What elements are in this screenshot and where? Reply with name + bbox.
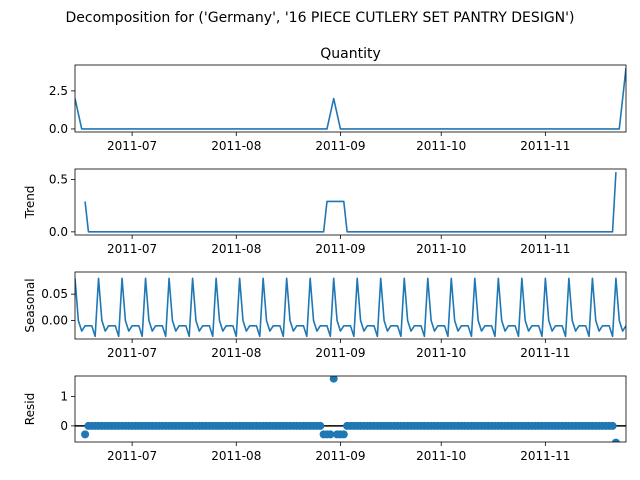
x-tick-label: 2011-07 [107, 139, 157, 153]
y-tick-label: 0.00 [41, 314, 68, 328]
resid-point [329, 376, 338, 383]
x-tick-label: 2011-09 [315, 346, 365, 360]
y-tick-label: 0.05 [41, 287, 68, 301]
y-axis-label: Resid [23, 393, 37, 425]
x-tick-label: 2011-11 [520, 242, 570, 256]
y-tick-label: 1 [60, 390, 68, 404]
x-tick-label: 2011-11 [520, 449, 570, 463]
y-tick-label: 0 [60, 419, 68, 433]
resid-point [608, 421, 617, 430]
x-tick-label: 2011-07 [107, 449, 157, 463]
series-line [84, 172, 617, 233]
y-axis-label: Trend [23, 186, 37, 220]
x-tick-label: 2011-08 [211, 449, 261, 463]
x-tick-label: 2011-08 [211, 346, 261, 360]
x-tick-label: 2011-11 [520, 346, 570, 360]
x-tick-label: 2011-10 [416, 139, 466, 153]
y-tick-label: 0.5 [49, 172, 68, 186]
resid-point [339, 430, 348, 439]
resid-point [326, 430, 335, 439]
panel-4: Resid 0 1 2011-07 2011-08 2011-09 2011-10 2011-… [23, 375, 627, 463]
y-tick-label: 0.0 [49, 225, 68, 239]
plot-area [75, 67, 626, 130]
panel-title: Quantity [320, 46, 381, 62]
panel-2: Trend 0.0 0.5 2011-07 2011-08 2011-09 2011-10 2… [23, 168, 627, 256]
x-tick-label: 2011-10 [416, 346, 466, 360]
resid-point [81, 430, 90, 439]
panels: Quantity 0.0 2.5 2011-07 2011-08 2011-09 2011-… [23, 46, 627, 463]
plot-area [75, 376, 626, 442]
resid-point [316, 421, 325, 430]
series-line [75, 277, 626, 338]
x-tick-label: 2011-08 [211, 242, 261, 256]
x-tick-label: 2011-11 [520, 139, 570, 153]
y-tick-label: 0.0 [49, 122, 68, 136]
x-tick-label: 2011-09 [315, 139, 365, 153]
panel-1: Quantity 0.0 2.5 2011-07 2011-08 2011-09 2011-… [49, 46, 627, 153]
axes-frame [74, 168, 627, 236]
y-tick-label: 2.5 [49, 84, 68, 98]
series-line [75, 67, 626, 130]
axes-frame [74, 64, 627, 133]
x-tick-label: 2011-10 [416, 242, 466, 256]
resid-point [611, 438, 620, 442]
axes-frame [74, 271, 627, 340]
x-tick-label: 2011-07 [107, 242, 157, 256]
panel-3: Seasonal 0.00 0.05 2011-07 2011-08 2011-09 201… [23, 271, 627, 360]
y-axis-label: Seasonal [23, 278, 37, 332]
x-tick-label: 2011-09 [315, 242, 365, 256]
x-tick-label: 2011-09 [315, 449, 365, 463]
plot-area [84, 172, 617, 233]
figure-suptitle: Decomposition for ('Germany', '16 PIECE … [66, 10, 575, 26]
x-tick-label: 2011-10 [416, 449, 466, 463]
plot-area [75, 277, 626, 338]
axes-frame [74, 375, 627, 443]
x-tick-label: 2011-07 [107, 346, 157, 360]
x-tick-label: 2011-08 [211, 139, 261, 153]
